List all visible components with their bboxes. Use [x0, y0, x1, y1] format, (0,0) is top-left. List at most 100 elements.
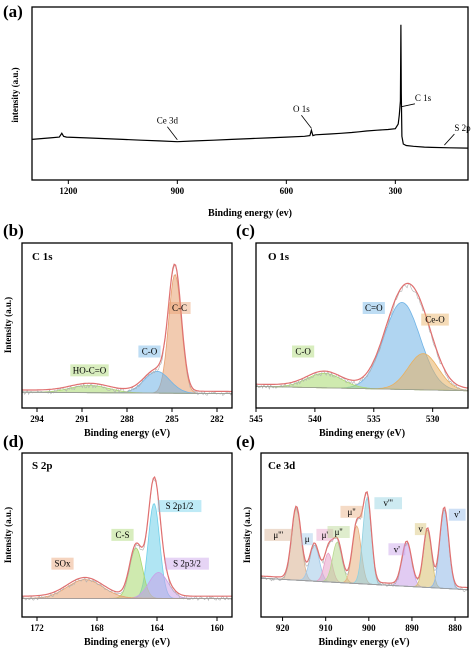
x-tick-label: 900	[171, 186, 185, 196]
x-tick-label: 920	[276, 623, 290, 633]
x-tick-label: 168	[90, 623, 104, 633]
peak-label: v'''	[384, 498, 394, 508]
envelope-line	[256, 282, 469, 389]
peak-annotation: O 1s	[293, 104, 310, 114]
peak-label: C-O	[142, 347, 158, 357]
peak-label: v'	[394, 544, 401, 554]
x-tick-label: 890	[405, 623, 419, 633]
y-axis-label: Intensity (a.u.)	[3, 507, 13, 563]
plot-frame	[21, 242, 233, 409]
label-box	[165, 557, 209, 570]
peak-label: μ''	[335, 527, 343, 537]
panel-label-a: (a)	[3, 2, 23, 21]
x-tick-label: 530	[426, 414, 440, 424]
label-box	[388, 543, 406, 556]
envelope-line	[22, 476, 232, 597]
y-axis-label: Intensity (a.u.)	[3, 297, 13, 353]
x-tick-label: 880	[448, 623, 462, 633]
label-box	[448, 508, 466, 521]
panel-label-e: (e)	[236, 432, 255, 451]
x-tick-label: 535	[367, 414, 381, 424]
peak-label: μ'	[322, 530, 329, 540]
panel-title: C 1s	[32, 251, 53, 263]
s2p-spectrum-panel: (d) 172 168 164 160 S 2p1/2 C-S S 2p3/2 SOx S 2…	[3, 432, 233, 648]
x-tick-label: 282	[210, 414, 224, 424]
label-box	[111, 528, 134, 541]
peak-annotation: Ce 3d	[157, 116, 179, 126]
fitted-peak	[22, 274, 232, 394]
envelope-line	[22, 263, 232, 393]
label-box	[421, 313, 449, 326]
panel-title: Ce 3d	[268, 460, 295, 472]
peak-label: v	[418, 524, 423, 534]
c1s-spectrum-panel: (b) 294 291 288 285 282 C-C C-O HO-C=O C 1s Int…	[3, 221, 233, 439]
annotation-arrow	[400, 103, 416, 108]
label-box	[138, 345, 161, 358]
y-axis-label: Intensity (a.u.)	[242, 507, 252, 563]
peak-label: v'	[454, 510, 461, 520]
x-tick-label: 300	[389, 186, 403, 196]
label-box	[157, 500, 202, 513]
label-box	[316, 528, 334, 541]
x-tick-label: 172	[30, 623, 44, 633]
label-box	[301, 533, 313, 546]
peak-label: μ''	[348, 507, 356, 517]
label-box	[70, 364, 109, 377]
x-tick-label: 285	[165, 414, 179, 424]
peak-label: μ'''	[273, 530, 283, 540]
panel-label-d: (d)	[3, 432, 24, 451]
peak-label: SOx	[54, 559, 71, 569]
spectrum-line	[31, 24, 469, 149]
background-line	[260, 577, 469, 591]
peak-annotation: C 1s	[415, 93, 432, 103]
x-tick-label: 545	[249, 414, 263, 424]
label-box	[327, 526, 350, 538]
panel-title: O 1s	[268, 251, 290, 263]
peak-label: S 2p1/2	[166, 501, 194, 511]
x-axis-label: Binding energy (eV)	[84, 428, 170, 439]
x-tick-label: 294	[30, 414, 44, 424]
label-box	[51, 557, 74, 570]
x-axis-label: Binding energy (eV)	[84, 637, 170, 648]
peak-label: S 2p3/2	[173, 559, 201, 569]
annotation-arrow	[444, 133, 455, 146]
envelope-line	[260, 490, 469, 589]
fitted-peak	[22, 547, 232, 599]
label-box	[414, 523, 427, 536]
x-axis-label: Binding energy (eV)	[319, 428, 405, 439]
peak-label: C-S	[115, 530, 129, 540]
background-line	[255, 386, 469, 392]
x-tick-label: 288	[120, 414, 134, 424]
label-box	[374, 497, 403, 510]
peak-annotation: S 2p	[454, 123, 471, 133]
o1s-spectrum-panel: (c) 545 540 535 530 C=O Ce-O C-O O 1s Binding …	[236, 221, 469, 439]
x-axis-label: Binding energy (ev)	[208, 208, 292, 219]
x-axis-label: Bindingv energy (eV)	[318, 637, 409, 648]
x-tick-label: 1200	[59, 186, 78, 196]
x-tick-label: 600	[280, 186, 294, 196]
plot-frame	[21, 452, 233, 618]
plot-frame	[260, 452, 469, 618]
x-tick-label: 160	[210, 623, 224, 633]
panel-label-c: (c)	[236, 221, 255, 240]
raw-data-line	[255, 283, 469, 392]
plot-frame	[31, 6, 469, 181]
label-box	[292, 345, 315, 358]
panel-title: S 2p	[32, 460, 53, 472]
x-tick-label: 540	[308, 414, 322, 424]
annotation-arrow	[167, 126, 178, 140]
y-axis-label: intensity (a.u.)	[10, 67, 20, 122]
x-tick-label: 900	[362, 623, 376, 633]
survey-spectrum-panel: (a) 1200 900 600 300 Ce 3d O 1s C 1s S 2p inten…	[3, 2, 471, 219]
label-box	[168, 302, 191, 314]
label-box	[264, 528, 293, 541]
annotation-arrow	[301, 114, 312, 129]
plot-frame	[255, 242, 469, 409]
x-tick-label: 164	[150, 623, 164, 633]
fitted-peak	[22, 370, 232, 394]
peak-label: Ce-O	[425, 315, 445, 325]
panel-label-b: (b)	[3, 221, 24, 240]
peak-label: μ	[305, 534, 310, 544]
label-box	[340, 505, 363, 518]
